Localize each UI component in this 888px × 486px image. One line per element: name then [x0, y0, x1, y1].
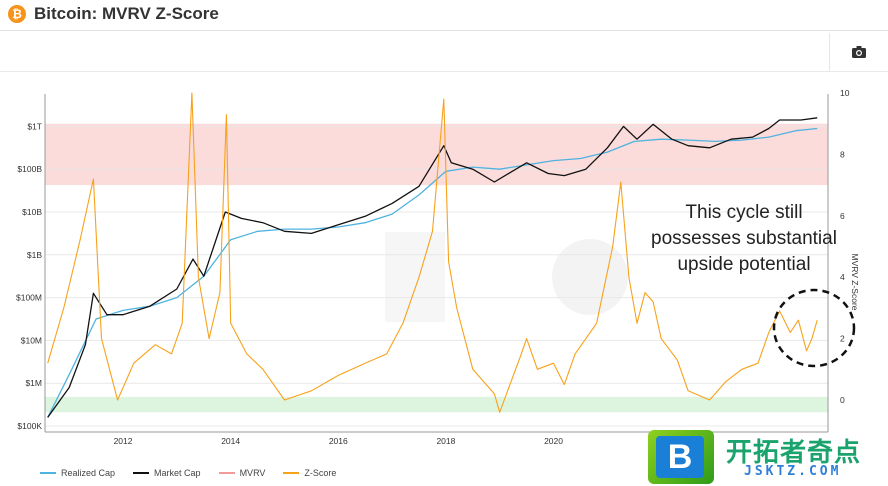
annotation-line-3: upside potential: [677, 254, 810, 275]
legend-mvrv[interactable]: MVRV: [218, 468, 266, 478]
chart-legend: Realized Cap Market Cap MVRV Z-Score: [40, 468, 336, 478]
watermark-logo-letter: B: [656, 436, 704, 478]
y-right-tick-label: 0: [840, 395, 845, 405]
watermark-title: 开拓者奇点: [726, 438, 862, 468]
y-right-tick-label: 6: [840, 211, 845, 221]
legend-realized-cap[interactable]: Realized Cap: [40, 468, 115, 478]
y-left-tick-label: $10B: [22, 207, 42, 217]
tick-labels: $1T$100B$10B$1B$100M$10M$1M$100K10864202…: [16, 88, 850, 446]
y-left-tick-label: $1T: [27, 121, 42, 131]
green-zone-band: [45, 396, 828, 413]
y-right-tick-label: 8: [840, 149, 845, 159]
header: ₿ Bitcoin: MVRV Z-Score: [0, 0, 888, 31]
legend-label: Realized Cap: [61, 468, 116, 478]
watermark-url: JSKTZ.COM: [744, 464, 842, 479]
legend-label: MVRV: [239, 468, 266, 478]
annotation-line-2: possesses substantial: [651, 228, 837, 249]
y-right-tick-label: 2: [840, 334, 845, 344]
legend-label: Market Cap: [154, 468, 201, 478]
highlight-circle: [772, 288, 856, 368]
legend-label: Z-Score: [304, 468, 337, 478]
x-tick-label: 2014: [221, 436, 240, 446]
x-tick-label: 2018: [436, 436, 455, 446]
watermark-logo-icon: B: [648, 430, 714, 484]
zone-bands: [45, 123, 828, 413]
bitcoin-watermark-icon: [385, 232, 628, 322]
y-right-tick-label: 4: [840, 272, 845, 282]
z-score-line: [47, 92, 818, 413]
y-left-tick-label: $100M: [16, 293, 42, 303]
series-lines: [47, 92, 818, 418]
market-cap-line: [47, 117, 818, 418]
y-left-tick-label: $100B: [17, 164, 42, 174]
page-title: Bitcoin: MVRV Z-Score: [34, 4, 219, 23]
site-watermark: B 开拓者奇点 JSKTZ.COM: [648, 430, 888, 486]
camera-button[interactable]: [829, 33, 888, 71]
camera-icon: [852, 46, 866, 58]
y-right-tick-label: 10: [840, 88, 850, 98]
realized-cap-line: [47, 127, 818, 418]
legend-z-score[interactable]: Z-Score: [283, 468, 336, 478]
right-axis-label: MVRV Z-Score: [850, 254, 860, 311]
x-tick-label: 2012: [114, 436, 133, 446]
x-tick-label: 2020: [544, 436, 563, 446]
y-left-tick-label: $1B: [27, 250, 42, 260]
y-left-tick-label: $10M: [21, 335, 42, 345]
y-left-tick-label: $100K: [17, 421, 42, 431]
gridlines: [45, 125, 828, 427]
mvrv-chart: $1T$100B$10B$1B$100M$10M$1M$100K10864202…: [16, 88, 860, 446]
red-zone-band: [45, 123, 828, 186]
x-tick-label: 2016: [329, 436, 348, 446]
annotation-line-1: This cycle still: [685, 202, 802, 223]
legend-market-cap[interactable]: Market Cap: [133, 468, 201, 478]
bitcoin-logo-icon: ₿: [8, 5, 26, 23]
y-left-tick-label: $1M: [25, 378, 42, 388]
toolbar: [0, 31, 888, 72]
